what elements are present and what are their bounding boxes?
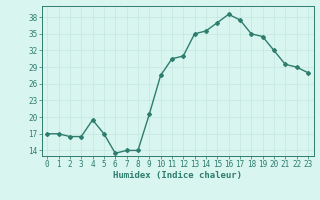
X-axis label: Humidex (Indice chaleur): Humidex (Indice chaleur) — [113, 171, 242, 180]
